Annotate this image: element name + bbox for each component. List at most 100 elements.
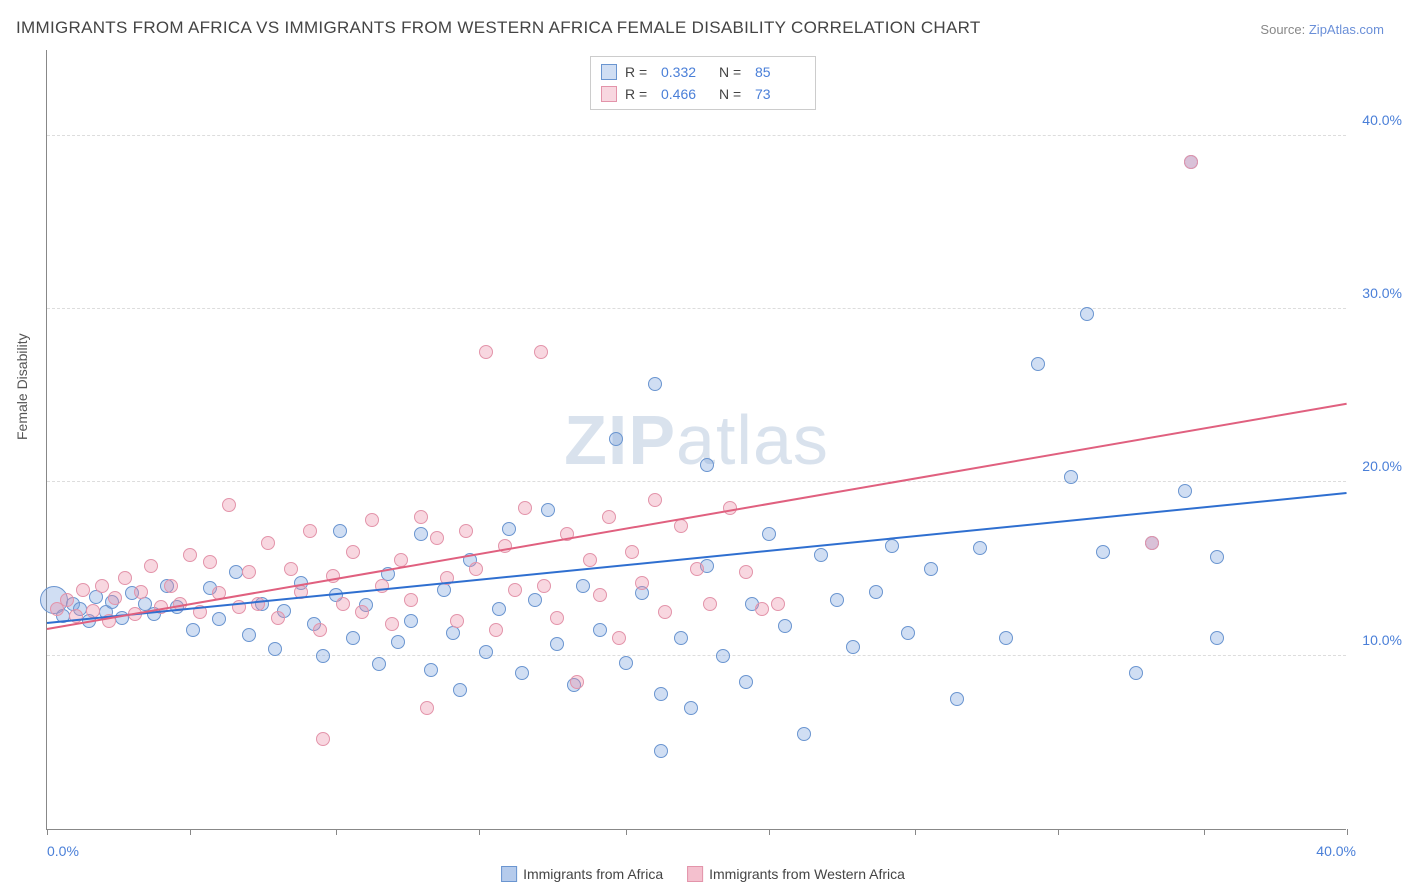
scatter-point — [346, 545, 360, 559]
scatter-point — [576, 579, 590, 593]
scatter-point — [690, 562, 704, 576]
scatter-point — [771, 597, 785, 611]
y-axis-title: Female Disability — [14, 333, 30, 440]
legend-bottom-item-1: Immigrants from Western Africa — [687, 866, 905, 882]
scatter-point — [346, 631, 360, 645]
scatter-point — [437, 583, 451, 597]
scatter-point — [1031, 357, 1045, 371]
scatter-point — [469, 562, 483, 576]
scatter-point — [424, 663, 438, 677]
legend-series-box: Immigrants from Africa Immigrants from W… — [501, 866, 905, 882]
scatter-point — [518, 501, 532, 515]
legend-bottom-item-0: Immigrants from Africa — [501, 866, 663, 882]
scatter-point — [869, 585, 883, 599]
scatter-point — [924, 562, 938, 576]
scatter-point — [414, 510, 428, 524]
scatter-point — [271, 611, 285, 625]
scatter-point — [999, 631, 1013, 645]
scatter-point — [609, 432, 623, 446]
scatter-point — [242, 565, 256, 579]
scatter-point — [268, 642, 282, 656]
scatter-point — [550, 637, 564, 651]
scatter-point — [404, 593, 418, 607]
scatter-point — [885, 539, 899, 553]
scatter-point — [222, 498, 236, 512]
scatter-point — [1080, 307, 1094, 321]
scatter-point — [183, 548, 197, 562]
x-tick — [479, 829, 480, 835]
scatter-point — [684, 701, 698, 715]
scatter-point — [420, 701, 434, 715]
scatter-point — [316, 649, 330, 663]
scatter-point — [950, 692, 964, 706]
scatter-point — [303, 524, 317, 538]
scatter-point — [450, 614, 464, 628]
y-tick-label: 30.0% — [1362, 285, 1402, 301]
scatter-point — [602, 510, 616, 524]
scatter-point — [619, 656, 633, 670]
scatter-point — [635, 576, 649, 590]
scatter-point — [593, 588, 607, 602]
scatter-point — [541, 503, 555, 517]
scatter-point — [414, 527, 428, 541]
scatter-point — [508, 583, 522, 597]
legend-row-series-0: R = 0.332 N = 85 — [601, 61, 805, 83]
legend-n-value-0: 85 — [755, 61, 805, 83]
x-tick — [769, 829, 770, 835]
scatter-point — [570, 675, 584, 689]
watermark: ZIPatlas — [564, 400, 829, 480]
legend-correlation-box: R = 0.332 N = 85 R = 0.466 N = 73 — [590, 56, 816, 110]
scatter-point — [502, 522, 516, 536]
scatter-point — [229, 565, 243, 579]
scatter-point — [1145, 536, 1159, 550]
x-tick — [626, 829, 627, 835]
scatter-point — [762, 527, 776, 541]
scatter-point — [212, 612, 226, 626]
scatter-point — [1184, 155, 1198, 169]
scatter-point — [492, 602, 506, 616]
scatter-point — [778, 619, 792, 633]
gridline-h — [47, 655, 1346, 656]
legend-r-value-0: 0.332 — [661, 61, 711, 83]
chart-container: IMMIGRANTS FROM AFRICA VS IMMIGRANTS FRO… — [0, 0, 1406, 892]
scatter-point — [648, 493, 662, 507]
scatter-point — [60, 593, 74, 607]
scatter-point — [846, 640, 860, 654]
scatter-point — [515, 666, 529, 680]
gridline-h — [47, 308, 1346, 309]
legend-r-label-1: R = — [625, 83, 653, 105]
scatter-point — [261, 536, 275, 550]
scatter-point — [134, 585, 148, 599]
y-tick-label: 10.0% — [1362, 632, 1402, 648]
x-tick — [1204, 829, 1205, 835]
x-axis-min-label: 0.0% — [47, 843, 79, 859]
scatter-point — [284, 562, 298, 576]
scatter-point — [755, 602, 769, 616]
scatter-point — [333, 524, 347, 538]
legend-r-label-0: R = — [625, 61, 653, 83]
scatter-point — [1210, 631, 1224, 645]
gridline-h — [47, 135, 1346, 136]
source-link[interactable]: ZipAtlas.com — [1309, 22, 1384, 37]
x-tick — [190, 829, 191, 835]
legend-bottom-label-1: Immigrants from Western Africa — [709, 866, 905, 882]
scatter-point — [372, 657, 386, 671]
scatter-point — [1096, 545, 1110, 559]
scatter-point — [658, 605, 672, 619]
scatter-point — [1064, 470, 1078, 484]
scatter-point — [459, 524, 473, 538]
scatter-point — [430, 531, 444, 545]
scatter-point — [973, 541, 987, 555]
x-tick — [1347, 829, 1348, 835]
scatter-point — [144, 559, 158, 573]
scatter-point — [537, 579, 551, 593]
scatter-point — [550, 611, 564, 625]
legend-row-series-1: R = 0.466 N = 73 — [601, 83, 805, 105]
scatter-point — [242, 628, 256, 642]
gridline-h — [47, 481, 1346, 482]
scatter-point — [593, 623, 607, 637]
legend-n-label-1: N = — [719, 83, 747, 105]
scatter-point — [313, 623, 327, 637]
legend-n-value-1: 73 — [755, 83, 805, 105]
x-tick — [1058, 829, 1059, 835]
